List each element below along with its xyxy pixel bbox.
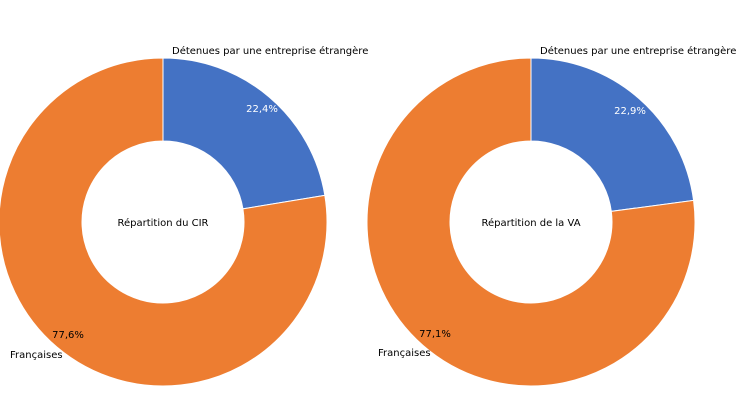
category-label-foreign-owned: Détenues par une entreprise étrangère	[540, 45, 736, 57]
category-label-french: Françaises	[378, 348, 431, 359]
center-label: Répartition de la VA	[481, 217, 580, 229]
slice-foreign-owned	[530, 57, 695, 212]
data-label-foreign-owned: 22,4%	[246, 104, 278, 115]
data-label-french: 77,6%	[52, 330, 84, 341]
data-label-foreign-owned: 22,9%	[614, 106, 646, 117]
category-label-foreign-owned: Détenues par une entreprise étrangère	[172, 45, 368, 57]
center-label: Répartition du CIR	[117, 217, 208, 229]
donut-chart-va: Détenues par une entreprise étrangère Fr…	[366, 45, 736, 387]
slice-french	[366, 57, 696, 387]
slice-french	[0, 57, 328, 387]
category-label-french: Françaises	[10, 350, 63, 361]
slice-foreign-owned	[162, 57, 326, 210]
donut-chart-cir: Détenues par une entreprise étrangère Fr…	[0, 45, 368, 387]
data-label-french: 77,1%	[419, 329, 451, 340]
